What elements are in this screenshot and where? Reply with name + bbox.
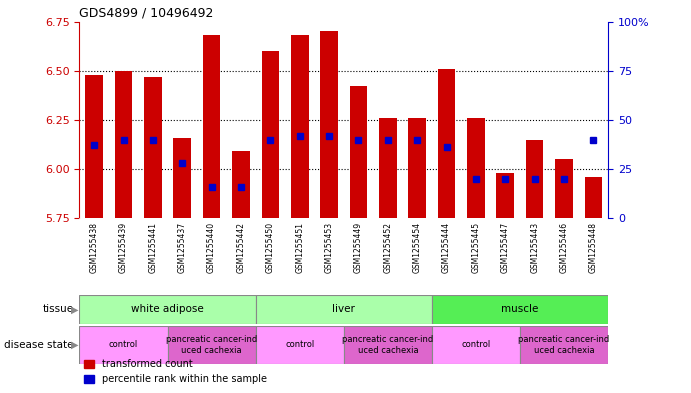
Bar xyxy=(256,326,344,364)
Legend: transformed count, percentile rank within the sample: transformed count, percentile rank withi… xyxy=(84,359,267,384)
Bar xyxy=(432,295,608,324)
Text: pancreatic cancer-ind
uced cachexia: pancreatic cancer-ind uced cachexia xyxy=(518,335,609,354)
Bar xyxy=(350,86,367,218)
Bar xyxy=(432,326,520,364)
Text: GSM1255438: GSM1255438 xyxy=(90,222,99,273)
Text: ▶: ▶ xyxy=(70,340,78,350)
Text: GSM1255439: GSM1255439 xyxy=(119,222,128,273)
Bar xyxy=(115,71,132,218)
Bar xyxy=(79,326,167,364)
Text: GDS4899 / 10496492: GDS4899 / 10496492 xyxy=(79,6,214,19)
Text: GSM1255448: GSM1255448 xyxy=(589,222,598,273)
Bar xyxy=(437,69,455,218)
Text: disease state: disease state xyxy=(4,340,74,350)
Text: GSM1255452: GSM1255452 xyxy=(384,222,392,273)
Text: control: control xyxy=(462,340,491,349)
Bar xyxy=(379,118,397,218)
Text: ▶: ▶ xyxy=(70,305,78,314)
Bar xyxy=(291,35,308,218)
Text: muscle: muscle xyxy=(501,305,539,314)
Text: tissue: tissue xyxy=(43,305,74,314)
Text: pancreatic cancer-ind
uced cachexia: pancreatic cancer-ind uced cachexia xyxy=(166,335,257,354)
Bar xyxy=(408,118,426,218)
Bar xyxy=(232,151,249,218)
Text: GSM1255453: GSM1255453 xyxy=(325,222,334,273)
Text: GSM1255445: GSM1255445 xyxy=(471,222,480,273)
Text: GSM1255441: GSM1255441 xyxy=(149,222,158,273)
Text: liver: liver xyxy=(332,305,355,314)
Text: GSM1255450: GSM1255450 xyxy=(266,222,275,273)
Text: control: control xyxy=(109,340,138,349)
Bar xyxy=(85,75,103,218)
Text: GSM1255442: GSM1255442 xyxy=(236,222,245,273)
Bar xyxy=(173,138,191,218)
Bar xyxy=(496,173,514,218)
Text: GSM1255440: GSM1255440 xyxy=(207,222,216,273)
Bar xyxy=(167,326,256,364)
Bar xyxy=(256,295,432,324)
Bar xyxy=(261,51,279,218)
Bar xyxy=(144,77,162,218)
Text: white adipose: white adipose xyxy=(131,305,204,314)
Bar xyxy=(320,31,338,218)
Bar xyxy=(79,295,256,324)
Bar xyxy=(526,140,543,218)
Text: GSM1255444: GSM1255444 xyxy=(442,222,451,273)
Bar xyxy=(202,35,220,218)
Text: GSM1255447: GSM1255447 xyxy=(501,222,510,273)
Text: GSM1255454: GSM1255454 xyxy=(413,222,422,273)
Bar xyxy=(585,177,602,218)
Text: GSM1255449: GSM1255449 xyxy=(354,222,363,273)
Text: control: control xyxy=(285,340,314,349)
Text: GSM1255451: GSM1255451 xyxy=(295,222,304,273)
Text: GSM1255446: GSM1255446 xyxy=(560,222,569,273)
Bar xyxy=(520,326,608,364)
Bar xyxy=(467,118,484,218)
Bar xyxy=(344,326,432,364)
Text: pancreatic cancer-ind
uced cachexia: pancreatic cancer-ind uced cachexia xyxy=(342,335,433,354)
Text: GSM1255437: GSM1255437 xyxy=(178,222,187,273)
Bar xyxy=(555,159,573,218)
Text: GSM1255443: GSM1255443 xyxy=(530,222,539,273)
